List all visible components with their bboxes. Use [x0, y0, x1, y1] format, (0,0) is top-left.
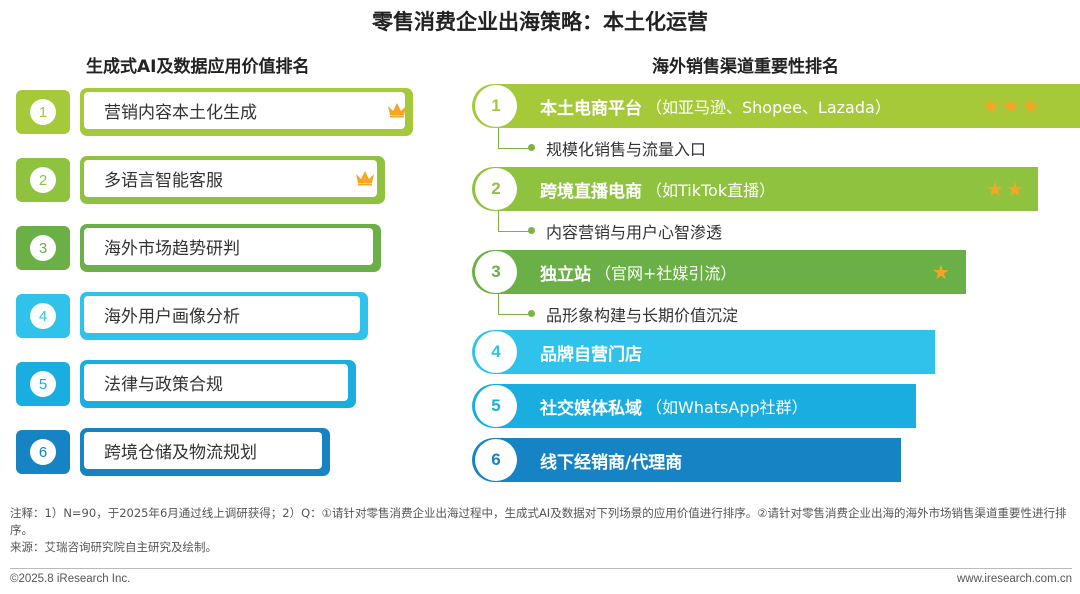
- channel-rank-item-2: 2 跨境直播电商 （如TikTok直播） ★★: [472, 167, 1038, 211]
- right-section-title: 海外销售渠道重要性排名: [652, 57, 839, 77]
- channel-rank-item-3: 3 独立站 （官网+社媒引流） ★: [472, 250, 966, 294]
- left-section-title: 生成式AI及数据应用价值排名: [86, 57, 310, 77]
- rank-number: 3: [30, 235, 56, 261]
- rank-number: 5: [475, 385, 517, 427]
- rank-label: 海外用户画像分析: [84, 296, 360, 333]
- website-link[interactable]: www.iresearch.com.cn: [956, 573, 1072, 585]
- channel-detail: （如亚马逊、Shopee、Lazada）: [646, 98, 891, 117]
- connector-dot: [528, 227, 535, 234]
- channel-name: 本土电商平台: [540, 98, 642, 119]
- channel-rank-item-4: 4 品牌自营门店: [472, 330, 935, 374]
- connector-line: [498, 294, 533, 315]
- rank-number: 6: [30, 439, 56, 465]
- rank-bar: 海外用户画像分析: [80, 292, 368, 340]
- rank-badge: 3: [16, 226, 70, 270]
- copyright: ©2025.8 iResearch Inc.: [10, 573, 131, 585]
- crown-icon: [388, 103, 406, 118]
- star-rating: ★★★: [982, 94, 1042, 118]
- rank-number: 6: [475, 439, 517, 481]
- rank-bar: 海外市场趋势研判: [80, 224, 381, 272]
- rank-badge: 6: [16, 430, 70, 474]
- connector-dot: [528, 144, 535, 151]
- footnote-source: 来源：艾瑞咨询研究院自主研究及绘制。: [10, 540, 217, 554]
- channel-name: 线下经销商/代理商: [540, 452, 683, 473]
- channel-name: 独立站: [540, 264, 591, 285]
- crown-icon: [356, 171, 374, 186]
- rank-label: 海外市场趋势研判: [84, 228, 373, 265]
- channel-subtitle: 品形象构建与长期价值沉淀: [546, 306, 739, 325]
- rank-label: 法律与政策合规: [84, 364, 348, 401]
- rank-label: 多语言智能客服: [84, 160, 377, 197]
- channel-name: 品牌自营门店: [540, 344, 642, 365]
- page-title: 零售消费企业出海策略：本土化运营: [372, 10, 708, 34]
- channel-label: 跨境直播电商 （如TikTok直播）: [540, 167, 775, 211]
- rank-bar: 营销内容本土化生成: [80, 88, 413, 136]
- channel-label: 线下经销商/代理商: [540, 438, 686, 482]
- rank-bar: 多语言智能客服: [80, 156, 385, 204]
- rank-number: 3: [475, 251, 517, 293]
- channel-label: 独立站 （官网+社媒引流）: [540, 250, 736, 294]
- rank-badge: 2: [16, 158, 70, 202]
- channel-detail: （官网+社媒引流）: [595, 264, 737, 283]
- channel-rank-item-5: 5 社交媒体私域 （如WhatsApp社群）: [472, 384, 916, 428]
- channel-subtitle: 规模化销售与流量入口: [546, 140, 707, 159]
- rank-bar: 跨境仓储及物流规划: [80, 428, 330, 476]
- rank-bar: 法律与政策合规: [80, 360, 356, 408]
- rank-badge: 1: [16, 90, 70, 134]
- channel-rank-item-1: 1 本土电商平台 （如亚马逊、Shopee、Lazada） ★★★: [472, 84, 1080, 128]
- rank-number: 5: [30, 371, 56, 397]
- star-rating: ★: [932, 260, 952, 284]
- rank-number: 2: [475, 168, 517, 210]
- rank-label: 跨境仓储及物流规划: [84, 432, 322, 469]
- channel-name: 社交媒体私域: [540, 398, 642, 419]
- connector-dot: [528, 310, 535, 317]
- rank-number: 1: [475, 85, 517, 127]
- channel-label: 本土电商平台 （如亚马逊、Shopee、Lazada）: [540, 84, 891, 128]
- footnote-note: 注释：1）N=90，于2025年6月通过线上调研获得；2）Q：①请针对零售消费企…: [10, 506, 1067, 537]
- connector-line: [498, 211, 533, 232]
- connector-line: [498, 128, 533, 149]
- rank-number: 4: [475, 331, 517, 373]
- rank-number: 4: [30, 303, 56, 329]
- channel-label: 社交媒体私域 （如WhatsApp社群）: [540, 384, 808, 428]
- rank-badge: 5: [16, 362, 70, 406]
- channel-label: 品牌自营门店: [540, 330, 646, 374]
- rank-number: 2: [30, 167, 56, 193]
- channel-rank-item-6: 6 线下经销商/代理商: [472, 438, 901, 482]
- channel-name: 跨境直播电商: [540, 181, 642, 202]
- footnote: 注释：1）N=90，于2025年6月通过线上调研获得；2）Q：①请针对零售消费企…: [10, 505, 1072, 556]
- footer-divider: [10, 568, 1072, 569]
- channel-subtitle: 内容营销与用户心智渗透: [546, 223, 723, 242]
- channel-detail: （如WhatsApp社群）: [646, 398, 808, 417]
- rank-badge: 4: [16, 294, 70, 338]
- rank-label: 营销内容本土化生成: [84, 92, 405, 129]
- rank-number: 1: [30, 99, 56, 125]
- star-rating: ★★: [986, 177, 1026, 201]
- channel-detail: （如TikTok直播）: [646, 181, 776, 200]
